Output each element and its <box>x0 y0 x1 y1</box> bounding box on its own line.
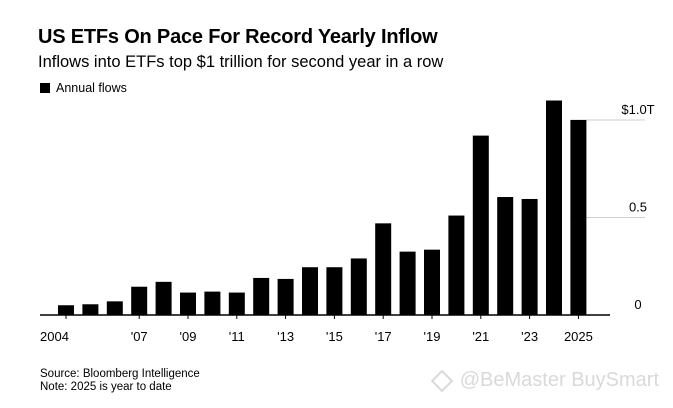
date-note: Note: 2025 is year to date <box>40 381 172 393</box>
bar-2008 <box>155 281 172 315</box>
legend-swatch <box>40 83 50 93</box>
x-tick-label: '17 <box>375 329 392 344</box>
bar-2011 <box>228 292 245 315</box>
x-tick-label: '19 <box>424 329 441 344</box>
x-tick-label: '11 <box>229 329 245 344</box>
watermark: @BeMaster BuySmart <box>430 369 659 392</box>
bar-2007 <box>131 286 148 315</box>
bar-2023 <box>521 198 538 315</box>
legend-label: Annual flows <box>56 81 127 95</box>
axes <box>40 314 610 319</box>
bar-2006 <box>106 301 123 315</box>
x-tick-label: '09 <box>180 329 197 344</box>
bar-2018 <box>399 251 416 315</box>
y-tick-label: 0 <box>634 297 641 312</box>
x-tick-label: 2004 <box>40 329 69 344</box>
watermark-logo-icon <box>430 369 454 392</box>
bar-2016 <box>350 258 367 315</box>
bar-2013 <box>277 278 294 315</box>
bar-2022 <box>497 197 514 315</box>
x-tick-label: '23 <box>521 329 538 344</box>
x-tick-label: 2025 <box>564 329 593 344</box>
bars <box>58 100 587 315</box>
x-tick-label: '13 <box>277 329 294 344</box>
tick-labels: 2004 '07 '09 '11 '13 '15 '17 '19 '21 '23 2025 0 0.5 $… <box>40 102 655 344</box>
bar-2012 <box>253 277 270 315</box>
bar-2009 <box>180 292 196 315</box>
source-note: Source: Bloomberg Intelligence <box>40 368 200 380</box>
watermark-text: @BeMaster BuySmart <box>459 369 659 391</box>
chart-legend: Annual flows <box>40 81 127 95</box>
chart-subtitle: Inflows into ETFs top $1 trillion for se… <box>38 53 444 71</box>
bar-2004 <box>58 305 74 315</box>
x-tick-label: '15 <box>326 329 343 344</box>
bar-2024 <box>546 100 562 315</box>
bar-2017 <box>375 223 392 315</box>
bar-2025 <box>570 120 587 315</box>
x-tick-label: '07 <box>131 329 148 344</box>
bar-2015 <box>326 267 343 315</box>
bar-2019 <box>424 249 440 315</box>
y-tick-label: 0.5 <box>629 200 647 215</box>
bar-2020 <box>448 215 465 315</box>
y-tick-label: $1.0T <box>621 102 654 117</box>
bar-2014 <box>302 267 318 315</box>
x-tick-label: '21 <box>472 329 489 344</box>
chart-title: US ETFs On Pace For Record Yearly Inflow <box>38 26 438 48</box>
bar-2005 <box>82 304 99 315</box>
bar-2010 <box>204 291 221 315</box>
bar-2021 <box>472 135 489 315</box>
